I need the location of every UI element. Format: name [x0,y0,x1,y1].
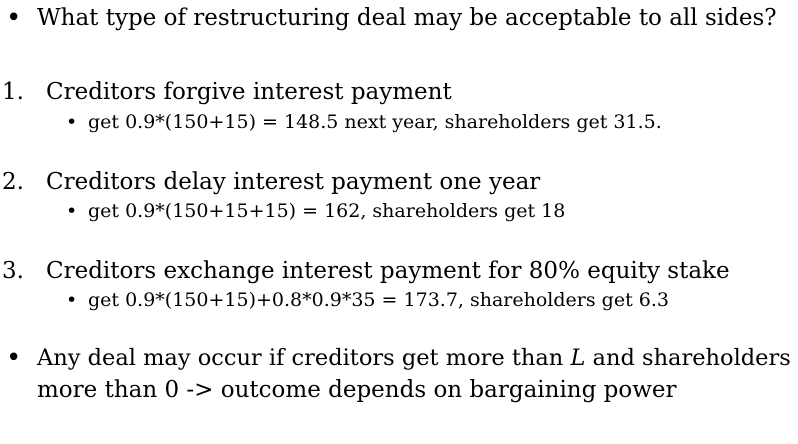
option-2-detail: get 0.9*(150+15+15) = 162, shareholders … [88,200,566,222]
option-3-row: 3. Creditors exchange interest payment f… [0,257,798,285]
sub-bullet-icon: • [66,111,78,133]
option-3-title: Creditors exchange interest payment for … [46,258,730,284]
option-1-number: 1. [2,79,24,105]
conclusion-row-2: more than 0 -> outcome depends on bargai… [0,376,798,404]
option-2-row: 2. Creditors delay interest payment one … [0,168,798,196]
option-2-detail-row: • get 0.9*(150+15+15) = 162, shareholder… [0,199,798,223]
sub-bullet-icon: • [66,289,78,311]
option-1-row: 1. Creditors forgive interest payment [0,78,798,106]
option-1-detail-row: • get 0.9*(150+15) = 148.5 next year, sh… [0,110,798,134]
option-1-title: Creditors forgive interest payment [46,79,452,105]
intro-bullet-row: • What type of restructuring deal may be… [0,4,798,32]
option-3-detail-row: • get 0.9*(150+15)+0.8*0.9*35 = 173.7, s… [0,288,798,312]
option-1-detail: get 0.9*(150+15) = 148.5 next year, shar… [88,111,662,133]
conclusion-text-end: and shareholders [585,345,791,371]
option-2-title: Creditors delay interest payment one yea… [46,169,541,195]
option-3-detail: get 0.9*(150+15)+0.8*0.9*35 = 173.7, sha… [88,289,669,311]
conclusion-variable-l: L [570,345,586,371]
intro-question: What type of restructuring deal may be a… [37,5,777,31]
option-2-number: 2. [2,169,24,195]
conclusion-line-1: Any deal may occur if creditors get more… [37,344,791,372]
sub-bullet-icon: • [66,200,78,222]
conclusion-text-start: Any deal may occur if creditors get more… [37,345,571,371]
bullet-icon: • [6,3,22,33]
option-3-number: 3. [2,258,24,284]
conclusion-line-2: more than 0 -> outcome depends on bargai… [37,377,677,403]
conclusion-row-1: • Any deal may occur if creditors get mo… [0,344,798,372]
bullet-icon: • [6,343,22,373]
